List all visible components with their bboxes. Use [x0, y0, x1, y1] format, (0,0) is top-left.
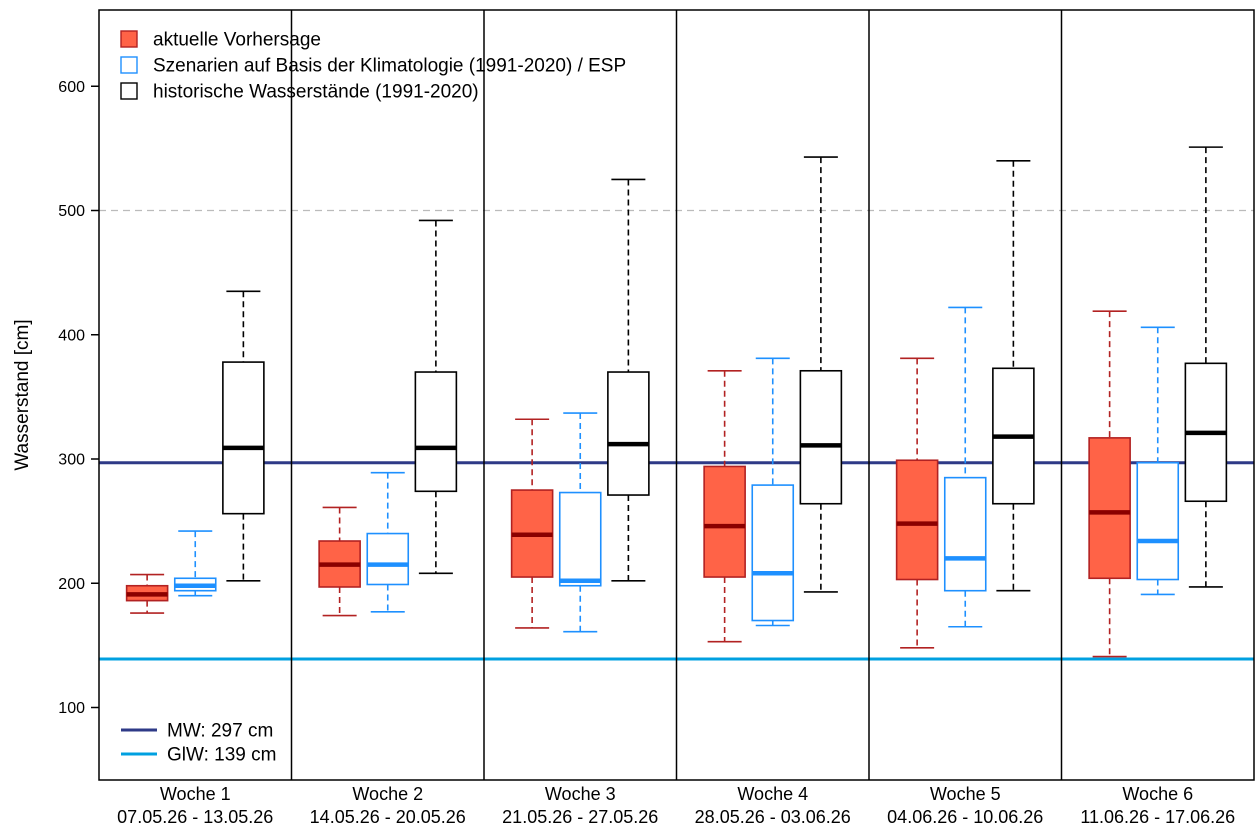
- legend-swatch: [120, 56, 138, 74]
- boxplot-1-week-4: [703, 369, 746, 643]
- week-dates: 28.05.26 - 03.06.26: [695, 807, 851, 827]
- boxplot-2-week-1: [173, 530, 217, 597]
- week-dates: 21.05.26 - 27.05.26: [502, 807, 658, 827]
- y-tick-label: 600: [58, 79, 85, 96]
- reference-legend-item: GlW: 139 cm: [121, 745, 276, 766]
- box-iqr: [895, 459, 939, 581]
- reference-legend-label: MW: 297 cm: [167, 721, 273, 742]
- plot-frame: [98, 9, 1255, 781]
- y-tick-label: 200: [58, 576, 85, 593]
- legend-item: historische Wasserstände (1991-2020): [120, 82, 479, 103]
- box-iqr: [414, 371, 458, 493]
- box-iqr: [1088, 437, 1131, 580]
- boxplot-2-week-2: [366, 471, 410, 613]
- week-dates: 07.05.26 - 13.05.26: [117, 807, 273, 827]
- week-label: Woche 1: [160, 784, 231, 804]
- box-iqr: [222, 361, 265, 515]
- legend-swatch: [120, 30, 138, 48]
- y-axis: 100 200 300 400 500 600 Wasserstand [cm]: [12, 79, 99, 717]
- box-iqr: [558, 491, 602, 587]
- boxplot-3-week-1: [222, 290, 265, 582]
- week-label: Woche 2: [352, 784, 423, 804]
- legend-label: aktuelle Vorhersage: [153, 30, 321, 51]
- week-label: Woche 3: [545, 784, 616, 804]
- reference-legend-item: MW: 297 cm: [121, 721, 273, 742]
- legend: aktuelle Vorhersage Szenarien auf Basis d…: [120, 30, 626, 103]
- week-label: Woche 6: [1122, 784, 1193, 804]
- legend-swatch: [120, 82, 138, 100]
- box-iqr: [366, 532, 410, 586]
- box-iqr: [943, 476, 987, 592]
- box-iqr: [1136, 461, 1180, 581]
- legend-item: aktuelle Vorhersage: [120, 30, 321, 51]
- boxplot-3-week-3: [607, 178, 650, 582]
- boxplot-2-week-4: [751, 357, 795, 627]
- y-tick-label: 100: [58, 700, 85, 717]
- week-label: Woche 5: [930, 784, 1001, 804]
- boxplot-1-week-6: [1088, 310, 1131, 658]
- box-iqr: [751, 484, 795, 622]
- boxplot-1-week-3: [510, 418, 554, 629]
- week-dates: 11.06.26 - 17.06.26: [1080, 807, 1235, 827]
- box-iqr: [607, 371, 650, 496]
- reference-legend-label: GlW: 139 cm: [167, 745, 276, 766]
- box-iqr: [703, 465, 746, 578]
- boxplot-2-week-3: [558, 412, 602, 633]
- boxplot-1-week-1: [125, 573, 169, 614]
- x-axis: Woche 1 07.05.26 - 13.05.26 Woche 2 14.05.2…: [117, 784, 1235, 827]
- legend-item: Szenarien auf Basis der Klimatologie (19…: [120, 56, 626, 77]
- boxplot-3-week-4: [799, 156, 843, 593]
- y-tick-label: 400: [58, 327, 85, 344]
- reference-legend: MW: 297 cm GlW: 139 cm: [121, 721, 276, 766]
- y-tick-label: 300: [58, 452, 85, 469]
- y-axis-title: Wasserstand [cm]: [12, 319, 33, 470]
- legend-label: Szenarien auf Basis der Klimatologie (19…: [153, 56, 626, 77]
- week-label: Woche 4: [737, 784, 808, 804]
- boxplots: [125, 146, 1228, 658]
- boxplot-3-week-6: [1184, 146, 1228, 588]
- week-dates: 04.06.26 - 10.06.26: [887, 807, 1043, 827]
- legend-label: historische Wasserstände (1991-2020): [153, 82, 479, 103]
- week-separators: [290, 10, 1063, 780]
- box-iqr: [799, 369, 843, 505]
- boxplot-3-week-2: [414, 219, 458, 575]
- y-tick-label: 500: [58, 203, 85, 220]
- boxplot-3-week-5: [992, 160, 1035, 592]
- week-dates: 14.05.26 - 20.05.26: [310, 807, 466, 827]
- boxplot-2-week-5: [943, 306, 987, 628]
- boxplot-2-week-6: [1136, 326, 1180, 596]
- boxplot-1-week-5: [895, 357, 939, 649]
- boxplot-1-week-2: [318, 506, 361, 617]
